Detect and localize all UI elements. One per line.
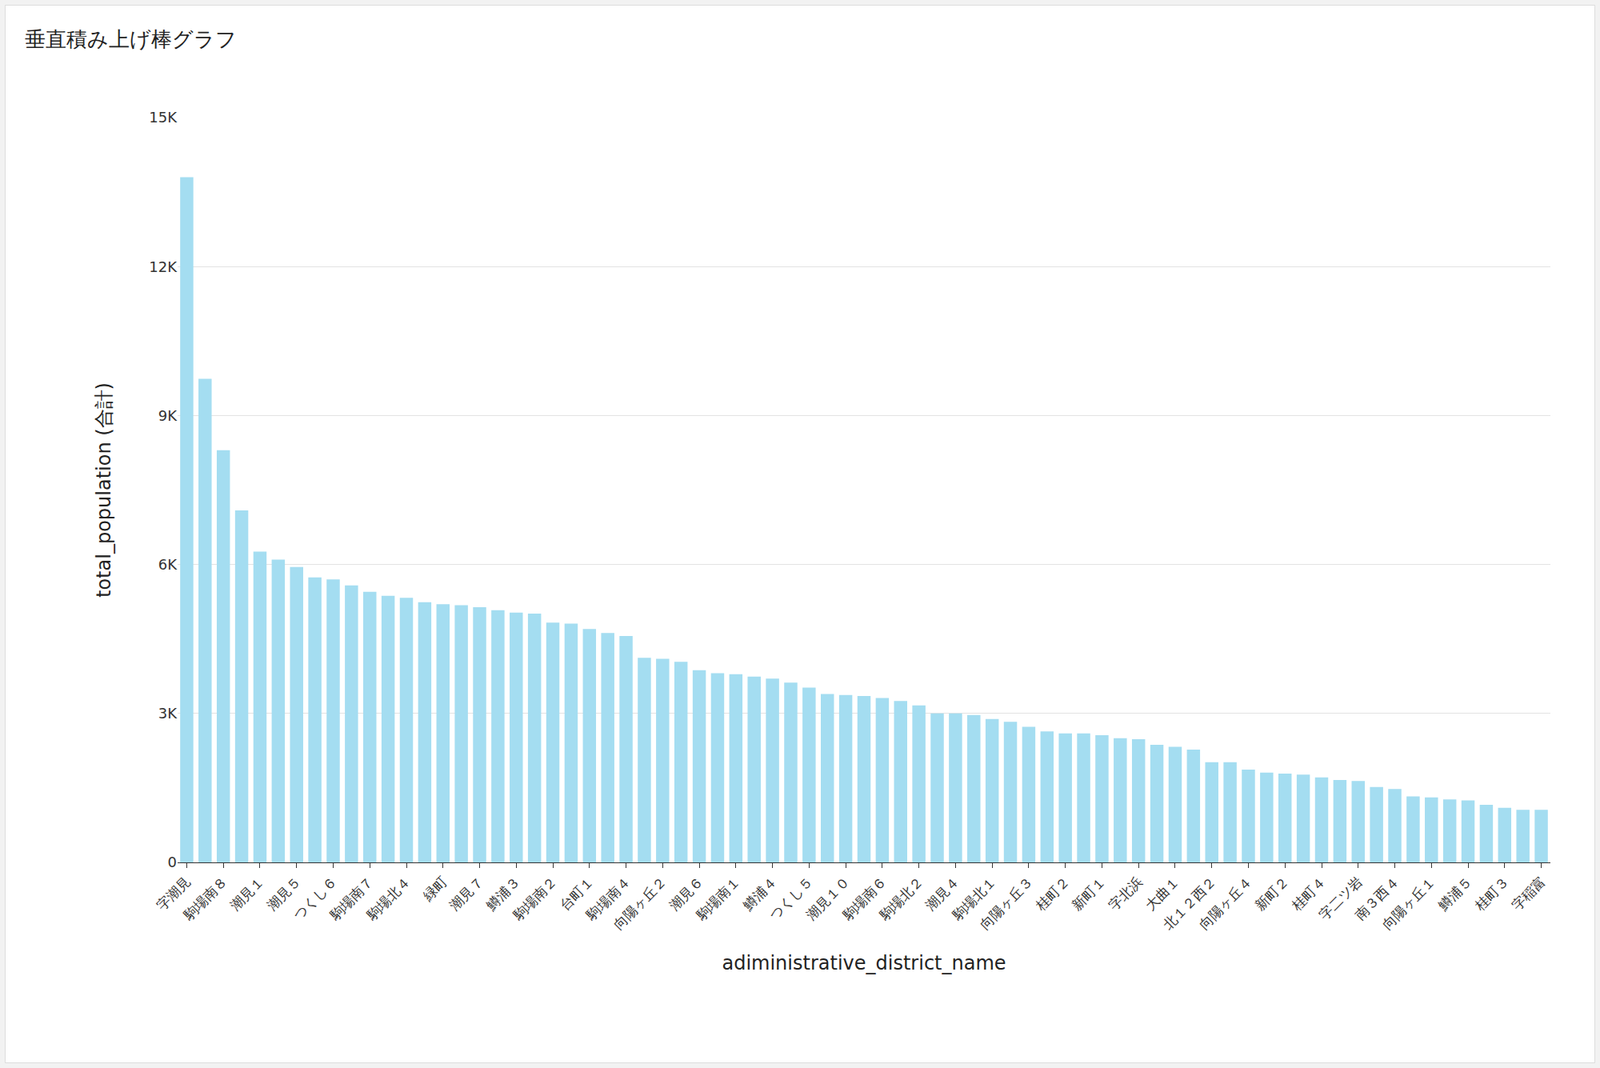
svg-text:潮見５: 潮見５ <box>263 873 304 914</box>
svg-text:adiministrative_district_name: adiministrative_district_name <box>721 952 1006 975</box>
svg-text:駒場北４: 駒場北４ <box>363 873 414 924</box>
svg-text:新町１: 新町１ <box>1068 873 1109 914</box>
svg-text:6K: 6K <box>158 556 178 573</box>
svg-text:潮見１０: 潮見１０ <box>803 873 853 924</box>
svg-text:向陽ヶ丘２: 向陽ヶ丘２ <box>610 873 670 933</box>
svg-text:潮見１: 潮見１ <box>227 873 268 914</box>
svg-text:緑町: 緑町 <box>419 873 451 905</box>
svg-text:大曲１: 大曲１ <box>1142 873 1183 914</box>
svg-text:字潮見: 字潮見 <box>153 873 194 914</box>
svg-text:潮見４: 潮見４ <box>922 873 963 914</box>
svg-text:字二ツ岩: 字二ツ岩 <box>1315 873 1365 924</box>
svg-text:垂直積み上げ棒グラフ: 垂直積み上げ棒グラフ <box>24 27 237 52</box>
svg-text:駒場南７: 駒場南７ <box>326 873 377 924</box>
svg-text:潮見６: 潮見６ <box>666 873 707 914</box>
svg-text:南３西４: 南３西４ <box>1352 873 1402 924</box>
svg-text:12K: 12K <box>148 258 178 276</box>
svg-text:3K: 3K <box>158 704 178 722</box>
svg-text:北１２西２: 北１２西２ <box>1159 873 1219 933</box>
svg-text:桂町４: 桂町４ <box>1288 873 1329 915</box>
svg-text:桂町３: 桂町３ <box>1471 873 1512 915</box>
svg-text:字北浜: 字北浜 <box>1105 873 1146 914</box>
svg-text:鱒浦３: 鱒浦３ <box>483 873 524 914</box>
svg-text:駒場南６: 駒場南６ <box>839 873 890 924</box>
svg-text:total_population (合計): total_population (合計) <box>92 382 116 598</box>
svg-text:新町２: 新町２ <box>1252 873 1292 914</box>
svg-text:向陽ヶ丘１: 向陽ヶ丘１ <box>1379 873 1439 933</box>
svg-text:字稲富: 字稲富 <box>1508 873 1548 914</box>
svg-text:向陽ヶ丘３: 向陽ヶ丘３ <box>976 873 1036 933</box>
svg-text:鱒浦４: 鱒浦４ <box>739 873 780 914</box>
svg-text:駒場南１: 駒場南１ <box>692 873 744 924</box>
svg-text:0: 0 <box>168 853 177 871</box>
svg-text:つくし６: つくし６ <box>290 873 340 924</box>
svg-text:向陽ヶ丘４: 向陽ヶ丘４ <box>1196 873 1256 933</box>
svg-text:15K: 15K <box>148 108 178 126</box>
svg-text:駒場北１: 駒場北１ <box>948 873 1000 924</box>
svg-text:駒場北２: 駒場北２ <box>876 873 927 924</box>
svg-text:桂町２: 桂町２ <box>1032 873 1073 915</box>
svg-text:潮見７: 潮見７ <box>446 873 487 914</box>
svg-text:台町１: 台町１ <box>556 873 596 914</box>
svg-text:9K: 9K <box>158 407 178 424</box>
svg-text:鱒浦５: 鱒浦５ <box>1435 873 1476 914</box>
svg-text:駒場南２: 駒場南２ <box>509 873 560 924</box>
svg-text:駒場南８: 駒場南８ <box>180 873 231 924</box>
svg-text:つくし５: つくし５ <box>766 873 816 924</box>
svg-text:駒場南４: 駒場南４ <box>582 873 633 924</box>
